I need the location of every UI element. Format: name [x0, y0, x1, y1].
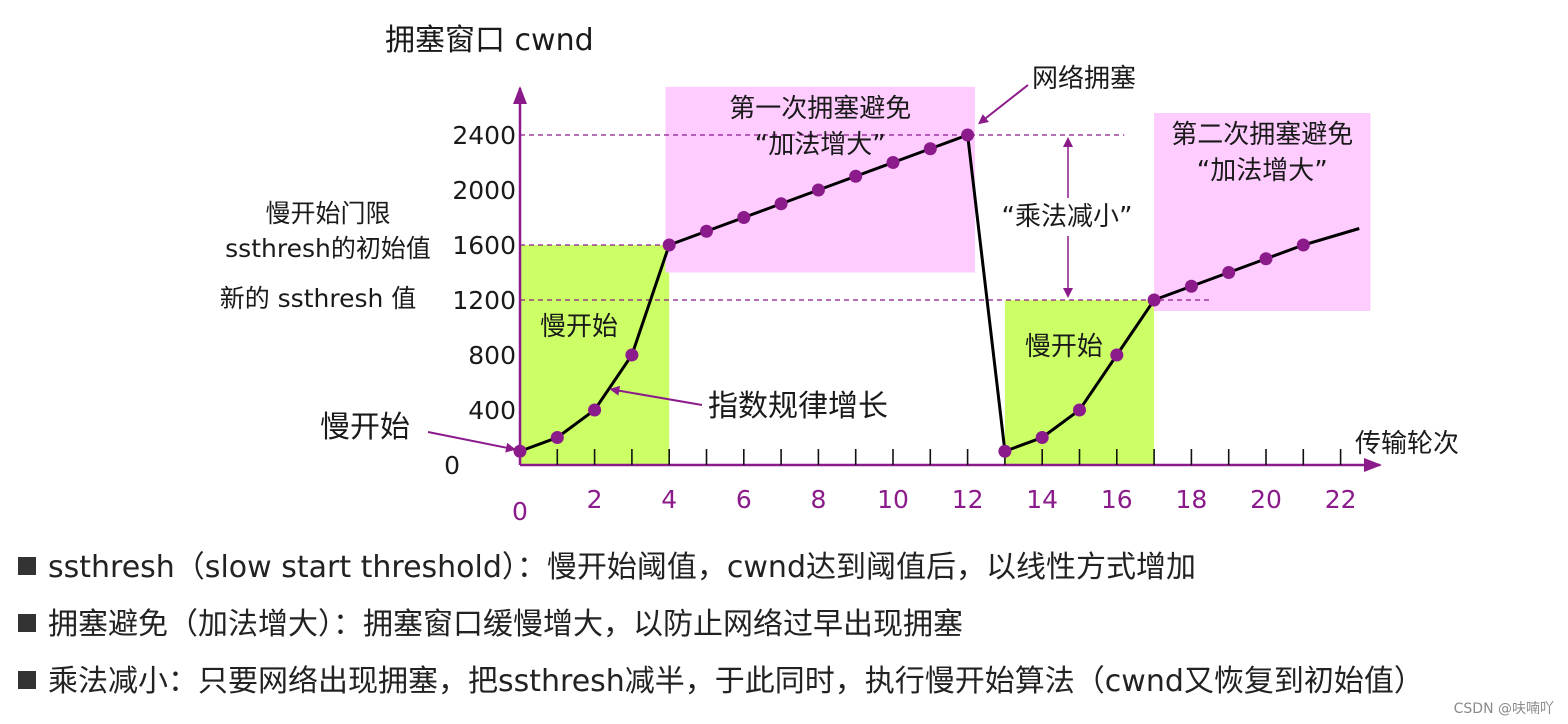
y-tick-label: 1600	[452, 231, 516, 260]
data-point	[550, 431, 564, 444]
x-tick-label: 2	[587, 485, 603, 514]
data-point	[849, 169, 863, 183]
bullet-avoidance: 拥塞避免（加法增大）：拥塞窗口缓慢增大，以防止网络过早出现拥塞	[18, 605, 963, 645]
region-slow-start	[520, 245, 670, 465]
congestion-label: 网络拥塞	[1032, 64, 1136, 94]
ssthresh-new-label: 新的 ssthresh 值	[220, 284, 417, 313]
region-label: 慢开始	[1025, 332, 1103, 362]
x-tick-label: 0	[512, 497, 528, 526]
data-point	[588, 403, 602, 417]
x-tick-label: 8	[810, 485, 826, 514]
slow-start-pointer-label: 慢开始	[320, 410, 410, 445]
x-tick-label: 14	[1026, 485, 1058, 514]
watermark: CSDN @呋喃吖	[1453, 701, 1554, 717]
data-point	[923, 142, 937, 156]
ssthresh-initial-label: ssthresh的初始值	[225, 234, 431, 263]
region-label: 第二次拥塞避免	[1171, 120, 1353, 150]
x-tick-label: 18	[1175, 485, 1207, 514]
data-point	[774, 197, 788, 211]
x-tick-label: 20	[1250, 485, 1282, 514]
data-point	[1222, 266, 1236, 279]
exponential-label: 指数规律增长	[708, 389, 888, 424]
y-tick-label: 2400	[452, 121, 516, 150]
data-point	[700, 224, 713, 238]
x-tick-label: 22	[1325, 485, 1357, 514]
bullet-text: 乘法减小：只要网络出现拥塞，把ssthresh减半，于此同时，执行慢开始算法（c…	[48, 664, 1424, 699]
y-tick-label: 1200	[452, 286, 516, 315]
y-tick-label: 800	[468, 341, 516, 370]
slow-start-pointer-arrow	[427, 431, 516, 453]
data-point	[1259, 252, 1273, 266]
bullet-square-icon	[18, 614, 36, 632]
x-tick-label: 16	[1101, 485, 1133, 514]
data-point	[1073, 403, 1086, 417]
y-tick-label: 2000	[452, 176, 516, 205]
x-tick-label: 4	[661, 485, 677, 514]
region-slow-start	[1004, 300, 1155, 465]
x-tick-label: 6	[736, 485, 752, 514]
data-point	[625, 348, 639, 362]
x-tick-label: 10	[877, 485, 909, 514]
data-point	[737, 211, 751, 224]
data-point	[811, 183, 825, 197]
x-axis-label: 传输轮次	[1355, 429, 1459, 459]
region-label: “加法增大”	[1197, 156, 1328, 186]
y-tick-label: 0	[444, 451, 460, 480]
congestion-arrow	[978, 84, 1029, 125]
bullet-multiplicative: 乘法减小：只要网络出现拥塞，把ssthresh减半，于此同时，执行慢开始算法（c…	[18, 662, 1424, 702]
region-label: “加法增大”	[755, 130, 886, 160]
data-point	[513, 444, 527, 458]
x-tick-label: 12	[952, 485, 984, 514]
exponential-arrow	[609, 385, 703, 406]
data-point	[1035, 431, 1049, 444]
bullet-text: 拥塞避免（加法增大）：拥塞窗口缓慢增大，以防止网络过早出现拥塞	[48, 607, 963, 642]
data-point	[1110, 348, 1124, 362]
bullet-square-icon	[18, 671, 36, 689]
data-point	[998, 444, 1012, 458]
region-label: 第一次拥塞避免	[729, 94, 911, 124]
y-tick-label: 400	[468, 396, 516, 425]
shaded-regions	[520, 86, 1371, 465]
data-point	[961, 128, 975, 142]
bullet-square-icon	[18, 557, 36, 575]
region-label: 慢开始	[540, 312, 618, 342]
ssthresh-initial-label: 慢开始门限	[265, 199, 390, 228]
region-avoidance	[665, 86, 976, 273]
axes: 0 2 4 6 8 10 12 14 16 18 20 22 0 400 800 1200 1600 2000 24…	[385, 23, 1459, 526]
reference-lines	[520, 134, 1211, 301]
data-point	[1147, 293, 1161, 307]
cwnd-series	[513, 128, 1360, 458]
data-point	[1296, 238, 1310, 252]
region-avoidance	[1154, 113, 1371, 311]
data-point	[1184, 279, 1198, 293]
data-point	[886, 156, 900, 169]
data-point	[662, 238, 676, 252]
multiplicative-label: “乘法减小”	[1002, 202, 1133, 232]
y-axis-label: 拥塞窗口 cwnd	[385, 23, 594, 58]
bullet-text: ssthresh（slow start threshold）：慢开始阈值，cwn…	[48, 550, 1196, 585]
bullet-ssthresh: ssthresh（slow start threshold）：慢开始阈值，cwn…	[18, 548, 1196, 588]
annotations: 慢开始 第一次拥塞避免 “加法增大” 慢开始 第二次拥塞避免 “加法增大” 慢开始门限 sst…	[220, 64, 1353, 453]
